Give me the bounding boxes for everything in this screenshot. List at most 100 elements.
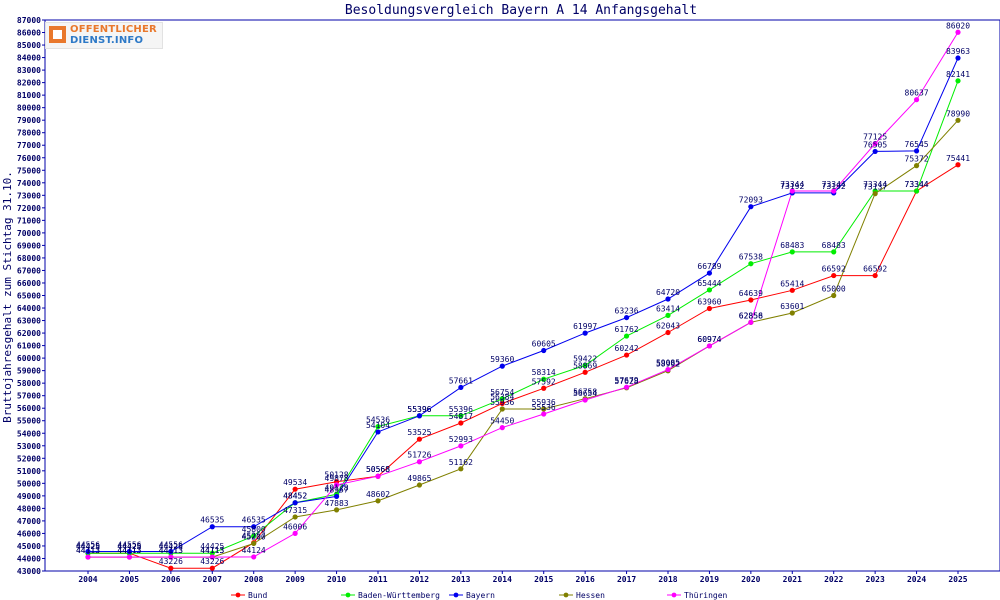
y-tick-label: 58000 xyxy=(17,379,41,388)
data-point xyxy=(913,148,920,154)
data-label: 44425 xyxy=(117,542,141,551)
data-label: 44113 xyxy=(76,546,100,555)
data-point xyxy=(789,310,795,316)
data-point xyxy=(831,188,837,194)
data-label: 50128 xyxy=(325,471,349,480)
data-label: 44124 xyxy=(242,546,266,555)
y-tick-label: 68000 xyxy=(17,254,41,263)
data-label: 44425 xyxy=(76,542,100,551)
y-tick-label: 66000 xyxy=(17,279,41,288)
y-axis-ticks: 43000 44000 45000 46000 47000 48000 49000 50000… xyxy=(17,16,45,576)
legend-marker xyxy=(563,592,569,598)
data-label: 60974 xyxy=(697,335,721,344)
data-point xyxy=(706,305,713,312)
data-point xyxy=(582,330,588,336)
data-label: 48957 xyxy=(325,485,349,494)
data-label: 57679 xyxy=(615,376,639,385)
data-label: 63960 xyxy=(697,298,721,307)
data-point xyxy=(789,287,795,293)
data-label: 75372 xyxy=(905,155,929,164)
series-line xyxy=(88,80,959,554)
data-label: 44113 xyxy=(117,546,141,555)
x-tick-label: 2018 xyxy=(658,575,677,584)
data-label: 86020 xyxy=(946,21,970,30)
x-tick-label: 2009 xyxy=(286,575,305,584)
y-tick-label: 86000 xyxy=(17,29,41,38)
data-point xyxy=(416,436,423,442)
data-label: 78990 xyxy=(946,109,970,118)
data-label: 44113 xyxy=(76,546,100,555)
chart-title: Besoldungsvergleich Bayern A 14 Anfangsg… xyxy=(345,3,697,18)
data-point xyxy=(913,188,920,194)
data-point xyxy=(955,117,961,123)
y-tick-label: 83000 xyxy=(17,66,41,75)
y-tick-label: 47000 xyxy=(17,517,41,526)
data-label: 56758 xyxy=(573,388,597,397)
data-label: 45200 xyxy=(242,532,266,541)
y-tick-label: 71000 xyxy=(17,216,41,225)
x-tick-label: 2021 xyxy=(783,575,802,584)
x-tick-label: 2023 xyxy=(866,575,885,584)
logo-mark-icon xyxy=(49,26,66,43)
data-point xyxy=(209,565,215,571)
data-label: 55396 xyxy=(407,405,431,414)
data-label: 48602 xyxy=(366,490,390,499)
data-point xyxy=(251,540,257,547)
y-tick-label: 53000 xyxy=(17,442,41,451)
data-point xyxy=(499,406,505,412)
data-point xyxy=(872,272,878,279)
legend-label: Bund xyxy=(248,591,267,600)
data-point xyxy=(541,411,547,417)
data-point xyxy=(292,500,298,506)
data-label: 44425 xyxy=(117,542,141,551)
series-line xyxy=(88,164,959,569)
data-label: 62043 xyxy=(656,322,680,331)
data-point xyxy=(126,554,133,560)
data-point xyxy=(458,420,464,426)
data-point xyxy=(541,406,547,412)
logo-text-line2: DIENST.INFO xyxy=(70,35,144,46)
data-label: 65000 xyxy=(822,285,846,294)
data-point xyxy=(333,507,340,513)
x-tick-label: 2014 xyxy=(493,575,512,584)
data-label: 51162 xyxy=(449,458,473,467)
y-tick-label: 65000 xyxy=(17,292,41,301)
data-label: 49128 xyxy=(325,483,349,492)
series-line xyxy=(88,32,959,558)
data-point xyxy=(416,413,423,419)
data-point xyxy=(706,287,713,293)
data-point xyxy=(913,163,920,169)
data-point xyxy=(706,343,713,349)
x-tick-label: 2024 xyxy=(907,575,926,584)
data-point xyxy=(209,554,215,560)
series-line xyxy=(88,57,959,552)
data-point xyxy=(292,514,298,520)
data-label: 47315 xyxy=(283,506,307,515)
data-point xyxy=(582,369,588,375)
data-label: 60605 xyxy=(532,340,556,349)
data-label: 51726 xyxy=(407,451,431,460)
data-label: 73344 xyxy=(863,180,887,189)
data-label: 44556 xyxy=(159,541,183,550)
data-point xyxy=(375,473,381,479)
y-tick-label: 75000 xyxy=(17,166,41,175)
data-point xyxy=(872,141,878,147)
data-label: 50568 xyxy=(366,465,390,474)
x-tick-label: 2010 xyxy=(327,575,346,584)
data-label: 65444 xyxy=(697,279,721,288)
data-point xyxy=(789,188,795,194)
data-label: 56384 xyxy=(490,392,514,401)
y-tick-label: 56000 xyxy=(17,404,41,413)
data-point xyxy=(665,329,671,336)
data-label: 56654 xyxy=(573,389,597,398)
y-tick-label: 80000 xyxy=(17,104,41,113)
data-label: 80637 xyxy=(905,89,929,98)
data-point xyxy=(333,482,340,488)
y-tick-label: 72000 xyxy=(17,204,41,213)
data-point xyxy=(623,384,630,390)
data-label: 82141 xyxy=(946,70,970,79)
data-label: 49865 xyxy=(407,474,431,483)
y-tick-label: 77000 xyxy=(17,141,41,150)
data-point xyxy=(623,333,630,339)
data-label: 55936 xyxy=(490,398,514,407)
